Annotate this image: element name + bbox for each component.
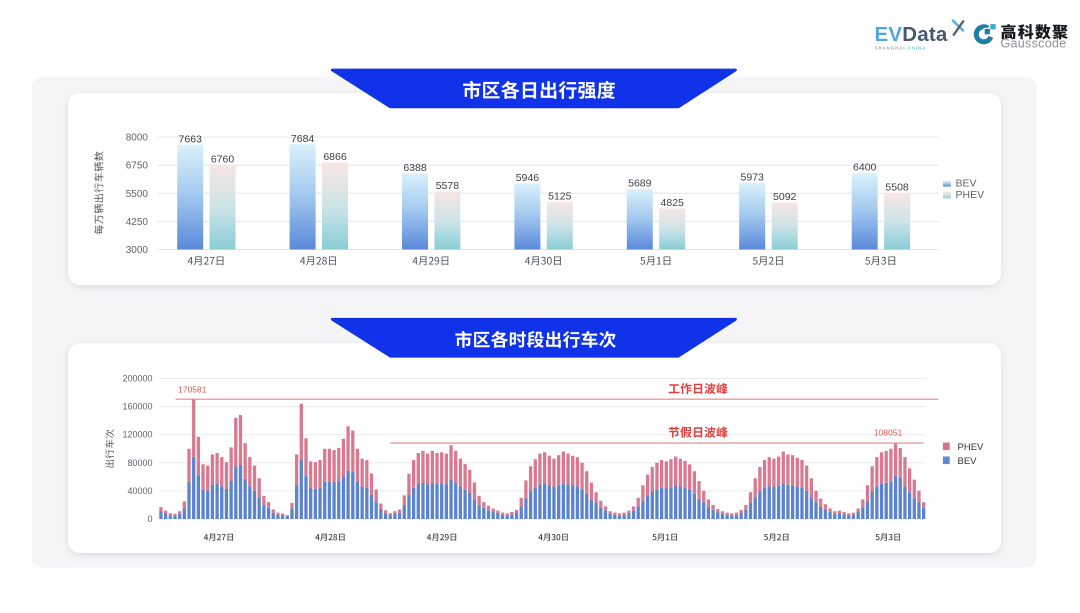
svg-text:5578: 5578 — [436, 180, 460, 192]
svg-text:PHEV: PHEV — [956, 189, 985, 201]
svg-text:108051: 108051 — [874, 427, 903, 437]
svg-text:5689: 5689 — [628, 178, 652, 190]
svg-text:8000: 8000 — [126, 133, 149, 144]
svg-text:BEV: BEV — [956, 178, 977, 190]
svg-text:170581: 170581 — [178, 385, 207, 395]
svg-text:5500: 5500 — [126, 189, 149, 200]
svg-text:SHANGHAI CHINA: SHANGHAI CHINA — [875, 45, 926, 50]
svg-text:EVData: EVData — [875, 23, 948, 46]
svg-text:6760: 6760 — [211, 154, 235, 166]
svg-text:5946: 5946 — [516, 172, 540, 184]
svg-text:6750: 6750 — [126, 161, 149, 172]
svg-text:6400: 6400 — [853, 162, 877, 174]
svg-text:4250: 4250 — [126, 217, 149, 228]
svg-text:Gausscode: Gausscode — [1001, 37, 1067, 51]
svg-text:5092: 5092 — [773, 191, 797, 203]
svg-text:3000: 3000 — [126, 245, 149, 256]
svg-text:5508: 5508 — [885, 182, 909, 194]
svg-text:200000: 200000 — [122, 374, 152, 384]
svg-text:40000: 40000 — [127, 486, 152, 496]
svg-text:PHEV: PHEV — [958, 442, 985, 453]
svg-text:160000: 160000 — [122, 402, 152, 412]
svg-text:4825: 4825 — [661, 197, 685, 209]
svg-text:7684: 7684 — [291, 133, 315, 145]
svg-text:80000: 80000 — [127, 458, 152, 468]
svg-text:6866: 6866 — [323, 151, 347, 163]
svg-text:5973: 5973 — [741, 171, 765, 183]
svg-text:120000: 120000 — [122, 430, 152, 440]
svg-text:7663: 7663 — [179, 133, 203, 145]
svg-text:6388: 6388 — [403, 162, 427, 174]
svg-text:0: 0 — [147, 514, 152, 524]
svg-text:BEV: BEV — [958, 456, 978, 467]
svg-text:5125: 5125 — [548, 190, 572, 202]
